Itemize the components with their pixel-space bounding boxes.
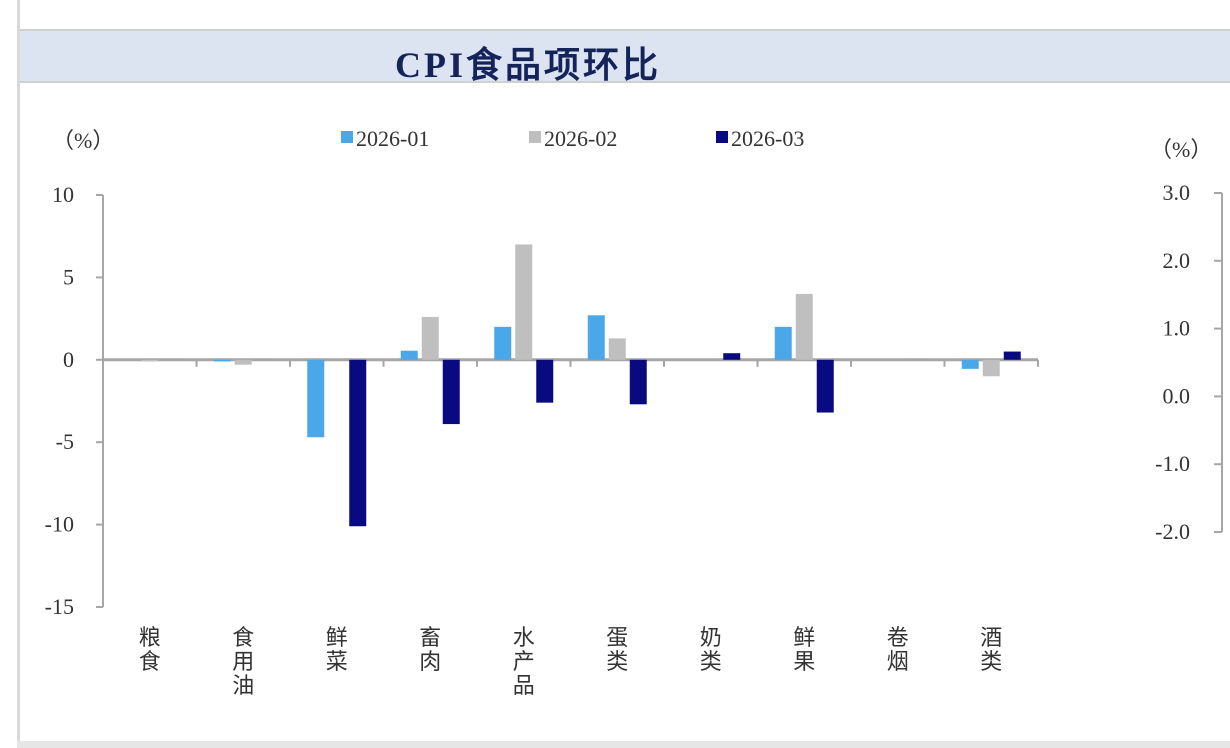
bar-2026-02-食用油: [234, 359, 252, 365]
y-tick-label: 0: [63, 347, 74, 372]
legend-label: 2026-03: [731, 126, 804, 151]
bar-2026-01-鲜果: [774, 326, 792, 360]
chart-title: CPI食品项环比: [395, 45, 661, 85]
category-label: 水产品: [513, 625, 535, 698]
category-label: 鲜果: [793, 625, 815, 674]
bar-2026-02-酒类: [982, 359, 1000, 377]
y-tick-label: -5: [56, 429, 74, 454]
category-label: 畜肉: [419, 625, 441, 674]
category-label: 奶类: [700, 625, 722, 674]
bar-2026-03-奶类: [723, 353, 741, 360]
y2-tick-label: 1.0: [1163, 316, 1191, 341]
legend-swatch: [716, 131, 728, 143]
bar-2026-03-水产品: [536, 359, 554, 403]
legend-label: 2026-01: [356, 126, 429, 151]
y2-tick-label: -1.0: [1155, 451, 1190, 476]
y-tick-label: -10: [45, 512, 74, 537]
y-tick-label: -15: [45, 594, 74, 619]
bar-2026-01-酒类: [961, 359, 979, 369]
frame-border-bottom: [17, 741, 1230, 748]
bar-2026-03-畜肉: [442, 359, 460, 425]
y2-tick-label: -2.0: [1155, 519, 1190, 544]
legend-label: 2026-02: [544, 126, 617, 151]
bar-2026-02-畜肉: [421, 316, 439, 360]
y2-tick-label: 2.0: [1163, 248, 1191, 273]
bar-2026-01-蛋类: [587, 315, 605, 360]
category-label: 粮食: [139, 625, 161, 674]
category-label: 酒类: [980, 625, 1002, 674]
y-axis-unit: （%）: [52, 128, 114, 153]
category-label: 卷烟: [887, 625, 909, 674]
category-label: 鲜菜: [326, 625, 348, 674]
legend-swatch: [529, 131, 541, 143]
bar-2026-02-粮食: [141, 359, 159, 362]
bar-2026-03-蛋类: [629, 359, 647, 405]
legend-swatch: [341, 131, 353, 143]
bar-2026-03-鲜菜: [349, 359, 367, 527]
category-label: 蛋类: [606, 625, 628, 674]
bar-2026-03-鲜果: [816, 359, 834, 413]
bar-2026-01-畜肉: [400, 350, 418, 360]
bar-2026-01-水产品: [494, 326, 512, 360]
bar-2026-01-鲜菜: [307, 359, 325, 438]
y2-tick-label: 3.0: [1163, 180, 1191, 205]
y2-tick-label: 0.0: [1163, 383, 1191, 408]
bar-2026-01-食用油: [213, 359, 231, 362]
title-band: [20, 29, 1230, 83]
bar-2026-02-水产品: [515, 244, 533, 360]
y2-axis-unit: （%）: [1150, 137, 1212, 162]
y-tick-label: 5: [63, 264, 74, 289]
bar-2026-02-蛋类: [608, 338, 626, 360]
bar-2026-02-鲜果: [795, 293, 813, 360]
frame-border: [17, 0, 20, 748]
bar-2026-03-酒类: [1003, 351, 1021, 360]
category-label: 食用油: [232, 625, 254, 698]
y-tick-label: 10: [52, 182, 74, 207]
